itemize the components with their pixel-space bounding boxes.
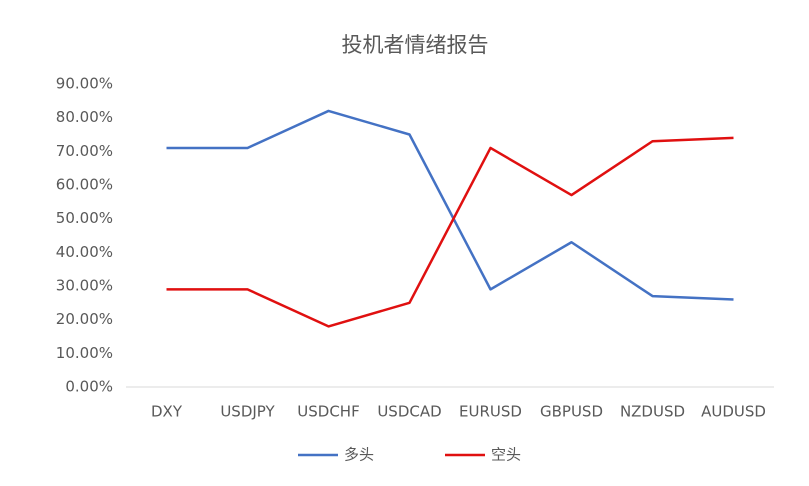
x-tick-label: DXY [151, 403, 183, 421]
y-tick-label: 60.00% [56, 176, 113, 194]
x-tick-label: USDJPY [220, 403, 275, 421]
y-tick-label: 90.00% [56, 75, 113, 93]
chart-title: 投机者情绪报告 [342, 33, 489, 57]
x-tick-label: USDCHF [297, 403, 359, 421]
y-tick-label: 40.00% [56, 243, 113, 261]
y-tick-label: 10.00% [56, 344, 113, 362]
x-tick-label: EURUSD [459, 403, 522, 421]
series-line [166, 136, 734, 328]
y-tick-label: 50.00% [56, 209, 113, 227]
series-line [166, 109, 734, 301]
y-tick-label: 30.00% [56, 277, 113, 295]
legend-label: 多头 [344, 446, 374, 464]
y-tick-label: 0.00% [65, 378, 113, 396]
y-tick-label: 20.00% [56, 310, 113, 328]
x-tick-label: GBPUSD [540, 403, 603, 421]
y-tick-label: 70.00% [56, 142, 113, 160]
x-tick-label: NZDUSD [620, 403, 685, 421]
x-tick-label: AUDUSD [701, 403, 766, 421]
x-tick-label: USDCAD [377, 403, 441, 421]
legend-label: 空头 [491, 446, 521, 464]
y-tick-label: 80.00% [56, 108, 113, 126]
